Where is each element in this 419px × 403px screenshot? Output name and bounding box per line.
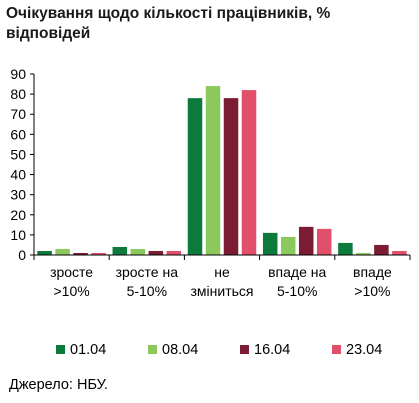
bar-23-04-cat2 — [166, 250, 182, 255]
y-tick-label: 20 — [10, 207, 26, 223]
x-tick-label-line: не — [214, 264, 230, 280]
legend-label: 16.04 — [254, 342, 290, 358]
y-tick-label: 50 — [10, 146, 26, 162]
bar-23-04-cat1 — [91, 252, 106, 255]
legend-swatch-23-04 — [332, 345, 341, 354]
y-tick-label: 10 — [10, 227, 26, 243]
bar-23-04-cat5 — [392, 250, 407, 255]
x-tick-label-line: зросте на — [116, 264, 179, 280]
x-tick-label-line: зміниться — [191, 283, 254, 299]
y-tick-label: 40 — [10, 167, 26, 183]
legend-label: 23.04 — [346, 342, 382, 358]
x-tick-label: зросте на 5-10% — [116, 264, 179, 299]
x-tick-label: зросте >10% — [50, 264, 93, 299]
bars — [37, 86, 407, 255]
bar-08-04-cat5 — [356, 252, 371, 255]
chart-title: Очікування щодо кількості працівників, %… — [6, 5, 331, 42]
bar-16-04-cat4 — [298, 226, 314, 255]
y-tick-label: 80 — [10, 86, 26, 102]
bar-16-04-cat5 — [374, 244, 389, 255]
bar-01-04-cat1 — [37, 250, 52, 255]
y-axis: 0 10 20 30 40 50 60 70 80 90 — [10, 66, 35, 263]
x-tick-label-line: >10% — [354, 283, 390, 299]
bar-23-04-cat4 — [316, 228, 332, 255]
y-tick-label: 0 — [18, 247, 26, 263]
legend-label: 08.04 — [162, 342, 198, 358]
y-tick-label: 70 — [10, 106, 26, 122]
legend-swatch-08-04 — [148, 345, 157, 354]
bar-23-04-cat3 — [241, 90, 257, 255]
bar-01-04-cat2 — [112, 246, 128, 255]
source-note: Джерело: НБУ. — [9, 377, 108, 393]
legend-swatch-16-04 — [240, 345, 249, 354]
x-tick-label: впаде на 5-10% — [268, 264, 326, 299]
x-tick-label-line: впаде — [353, 264, 392, 280]
y-tick-label: 90 — [10, 66, 26, 82]
legend: 01.04 08.04 16.04 23.04 — [56, 342, 382, 358]
bar-08-04-cat1 — [55, 248, 70, 255]
x-tick-label-line: 5-10% — [277, 283, 317, 299]
bar-16-04-cat3 — [223, 98, 239, 255]
bar-16-04-cat1 — [73, 252, 88, 255]
x-tick-label: не зміниться — [191, 264, 254, 299]
x-tick-label-line: >10% — [53, 283, 89, 299]
bar-16-04-cat2 — [148, 250, 164, 255]
legend-label: 01.04 — [70, 342, 106, 358]
y-tick-label: 60 — [10, 126, 26, 142]
y-tick-label: 30 — [10, 187, 26, 203]
bar-01-04-cat5 — [338, 242, 353, 255]
x-tick-label-line: зросте — [50, 264, 93, 280]
x-tick-label-line: впаде на — [268, 264, 326, 280]
bar-01-04-cat4 — [262, 232, 278, 255]
x-axis: зросте >10% зросте на 5-10% не зміниться впаде… — [33, 254, 411, 299]
bar-01-04-cat3 — [187, 98, 203, 255]
x-tick-label-line: 5-10% — [127, 283, 167, 299]
legend-swatch-01-04 — [56, 345, 65, 354]
bar-08-04-cat3 — [205, 86, 221, 255]
x-tick-label: впаде >10% — [353, 264, 392, 299]
bar-08-04-cat4 — [280, 236, 296, 255]
bar-08-04-cat2 — [130, 248, 146, 255]
